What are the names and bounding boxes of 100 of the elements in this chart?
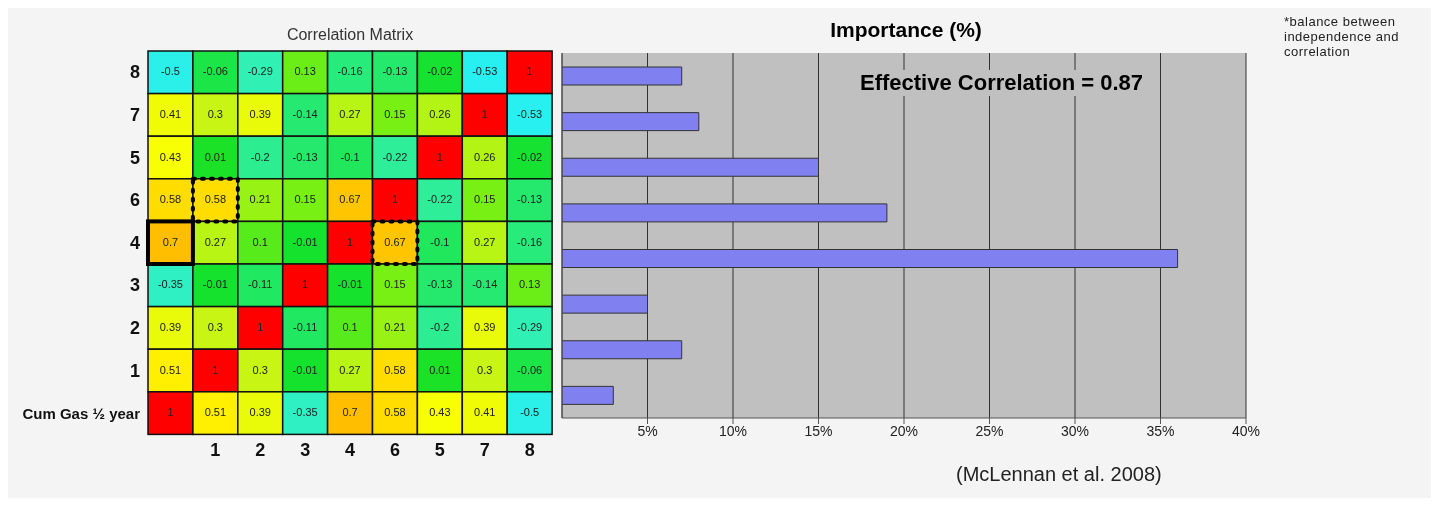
data-label: 1 xyxy=(346,235,354,248)
y-tick-label: 1 xyxy=(129,360,140,381)
x-tick-label: 30% xyxy=(1060,422,1090,439)
data-label: -0.1 xyxy=(340,150,360,163)
x-tick-label: 6 xyxy=(389,440,400,461)
data-label: -0.01 xyxy=(292,363,318,376)
data-label: 1 xyxy=(212,363,219,376)
data-label: 1 xyxy=(526,65,533,78)
data-label: -0.02 xyxy=(427,65,453,78)
data-label: 0.7 xyxy=(342,406,358,419)
data-label: 1 xyxy=(391,193,399,206)
data-label: 1 xyxy=(302,278,309,291)
y-tick-label: 4 xyxy=(129,232,140,253)
data-label: 0.39 xyxy=(249,406,271,419)
data-label: -0.11 xyxy=(248,278,273,291)
data-label: 0.27 xyxy=(339,107,361,120)
data-label: 0.15 xyxy=(384,278,406,291)
data-label: 0.26 xyxy=(474,150,496,163)
data-label: -0.06 xyxy=(202,65,228,78)
data-label: 0.43 xyxy=(159,150,182,163)
data-label: 0.15 xyxy=(384,107,406,120)
y-tick-label: 6 xyxy=(129,190,140,211)
data-label: 0.67 xyxy=(339,193,361,206)
x-tick-label: 3 xyxy=(300,440,311,461)
data-label: 0.3 xyxy=(207,107,223,120)
data-label: 0.26 xyxy=(429,107,451,120)
text: (McLennan et al. 2008) xyxy=(956,463,1162,486)
data-label: 0.27 xyxy=(204,235,227,248)
x-tick-label: 8 xyxy=(524,440,535,461)
data-label: -0.5 xyxy=(160,65,180,78)
data-label: 0.58 xyxy=(159,193,182,206)
x-tick-label: 5 xyxy=(434,440,445,461)
data-label: -0.13 xyxy=(427,278,453,291)
data-label: 1 xyxy=(167,406,174,419)
data-label: -0.16 xyxy=(337,65,363,78)
data-label: 0.41 xyxy=(159,107,182,120)
data-label: 0.43 xyxy=(429,406,451,419)
data-label: -0.53 xyxy=(517,107,543,120)
data-label: 0.51 xyxy=(204,406,227,419)
data-label: 0.15 xyxy=(474,193,496,206)
data-label: 0.21 xyxy=(249,193,271,206)
data-label: 0.39 xyxy=(159,320,182,333)
x-tick-label: 40% xyxy=(1231,422,1261,439)
x-tick-label: 20% xyxy=(889,422,919,439)
data-label: 0.01 xyxy=(204,150,227,163)
data-label: -0.35 xyxy=(292,406,318,419)
data-label: -0.01 xyxy=(292,235,318,248)
x-tick-label: 7 xyxy=(479,440,490,461)
data-label: 1 xyxy=(481,107,488,120)
data-label: -0.2 xyxy=(250,150,270,163)
data-label: 0.1 xyxy=(342,320,358,333)
y-tick-label: 5 xyxy=(129,147,140,168)
data-label: 0.15 xyxy=(294,193,316,206)
data-label: 0.3 xyxy=(252,363,268,376)
x-tick-label: 25% xyxy=(975,422,1004,439)
y-tick-label: 3 xyxy=(129,275,140,296)
data-label: 0.39 xyxy=(249,107,271,120)
x-tick-label: 1 xyxy=(210,440,221,461)
data-label: -0.22 xyxy=(382,150,408,163)
data-label: -0.5 xyxy=(520,406,540,419)
data-label: -0.13 xyxy=(517,193,543,206)
x-tick-label: 10% xyxy=(718,422,748,439)
bar xyxy=(562,385,614,405)
x-tick-label: 35% xyxy=(1146,422,1175,439)
y-tick-label: 8 xyxy=(129,62,140,83)
chart-title: Correlation Matrix xyxy=(285,26,415,44)
data-label: -0.06 xyxy=(517,363,543,376)
data-label: -0.14 xyxy=(292,107,318,120)
annotation: Effective Correlation = 0.87 xyxy=(856,70,1148,96)
data-label: 0.41 xyxy=(474,406,496,419)
data-label: 0.67 xyxy=(384,235,406,248)
data-label: -0.29 xyxy=(517,320,543,333)
data-label: 0.7 xyxy=(162,235,179,248)
data-label: 0.39 xyxy=(474,320,496,333)
data-label: -0.13 xyxy=(292,150,318,163)
data-label: 0.58 xyxy=(204,193,227,206)
data-label: -0.53 xyxy=(472,65,498,78)
data-label: -0.14 xyxy=(472,278,498,291)
x-tick-label: 5% xyxy=(637,422,658,439)
data-label: -0.2 xyxy=(430,320,450,333)
data-label: -0.16 xyxy=(517,235,543,248)
data-label: -0.1 xyxy=(430,235,450,248)
data-label: 1 xyxy=(436,150,443,163)
data-label: 0.13 xyxy=(518,278,541,291)
data-label: 0.1 xyxy=(252,235,268,248)
data-label: -0.01 xyxy=(202,278,228,291)
text: *balance between independence and correlation xyxy=(1284,14,1400,59)
y-tick-label: Cum Gas ½ year xyxy=(22,405,141,423)
data-label: 0.21 xyxy=(384,320,406,333)
data-label: -0.11 xyxy=(293,320,318,333)
y-tick-label: 7 xyxy=(129,104,140,125)
data-label: -0.13 xyxy=(382,65,408,78)
data-label: 1 xyxy=(257,320,264,333)
data-label: 0.58 xyxy=(384,363,406,376)
x-tick-label: 4 xyxy=(345,440,356,461)
data-label: -0.02 xyxy=(517,150,543,163)
data-label: -0.01 xyxy=(337,278,363,291)
x-tick-label: 15% xyxy=(804,422,833,439)
x-tick-label: 2 xyxy=(255,440,266,461)
data-label: -0.22 xyxy=(427,193,453,206)
